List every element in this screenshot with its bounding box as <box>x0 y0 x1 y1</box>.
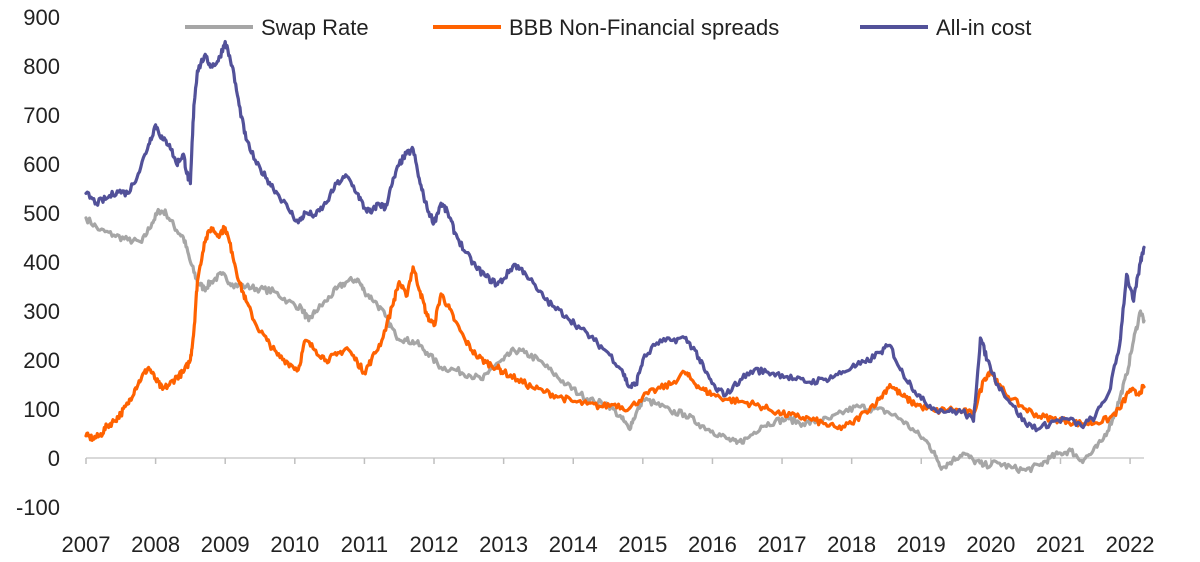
x-tick-label: 2013 <box>479 532 528 557</box>
series-lines <box>84 39 1146 474</box>
series-line-swap-rate <box>84 207 1146 474</box>
y-tick-label: 400 <box>23 250 60 275</box>
x-tick-label: 2010 <box>270 532 319 557</box>
x-tick-label: 2011 <box>341 532 388 557</box>
x-tick-label: 2016 <box>688 532 737 557</box>
x-tick-label: 2008 <box>131 532 180 557</box>
y-tick-label: 0 <box>48 446 60 471</box>
y-axis-tick-labels: -100 0 100 200 300 400 500 600 700 800 900 <box>16 5 60 520</box>
y-tick-label: 500 <box>23 201 60 226</box>
x-tick-label: 2018 <box>827 532 876 557</box>
legend: Swap Rate BBB Non-Financial spreads All-in… <box>185 15 1031 40</box>
x-tick-label: 2012 <box>410 532 459 557</box>
legend-label-bbb-non-financial-spreads: BBB Non-Financial spreads <box>509 15 779 40</box>
y-tick-label: -100 <box>16 495 60 520</box>
y-tick-label: 200 <box>23 348 60 373</box>
y-tick-label: 900 <box>23 5 60 30</box>
x-tick-label: 2022 <box>1106 532 1155 557</box>
x-tick-label: 2019 <box>897 532 946 557</box>
x-tick-label: 2015 <box>618 532 667 557</box>
x-tick-label: 2007 <box>62 532 111 557</box>
y-tick-label: 600 <box>23 152 60 177</box>
legend-label-all-in-cost: All-in cost <box>936 15 1031 40</box>
x-tick-label: 2017 <box>758 532 807 557</box>
y-tick-label: 300 <box>23 299 60 324</box>
x-tick-label: 2020 <box>966 532 1015 557</box>
x-axis-tick-labels: 2007 2008 2009 2010 2011 2012 2013 2014 2015 2016… <box>62 458 1155 557</box>
series-line-bbb-non-financial-spreads <box>84 224 1146 442</box>
legend-label-swap-rate: Swap Rate <box>261 15 369 40</box>
x-tick-label: 2014 <box>549 532 598 557</box>
y-tick-label: 100 <box>23 397 60 422</box>
y-tick-label: 700 <box>23 103 60 128</box>
x-tick-label: 2021 <box>1036 532 1085 557</box>
series-line-all-in-cost <box>84 39 1146 433</box>
x-tick-label: 2009 <box>201 532 250 557</box>
y-tick-label: 800 <box>23 54 60 79</box>
